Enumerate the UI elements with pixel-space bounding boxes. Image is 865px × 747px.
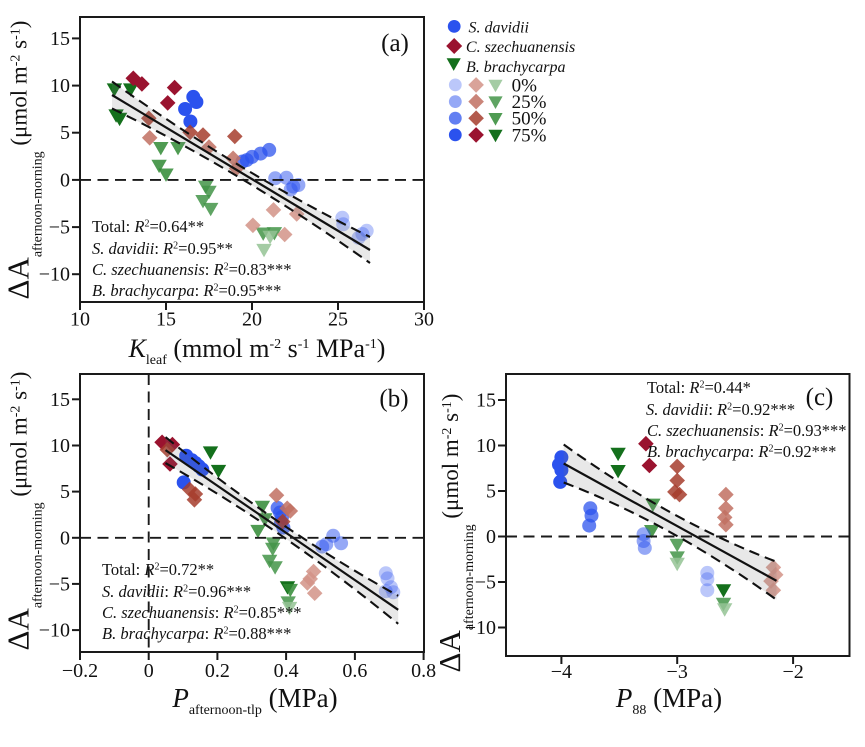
svg-text:0: 0 xyxy=(144,660,154,682)
svg-text:0: 0 xyxy=(486,526,496,548)
svg-text:25%: 25% xyxy=(512,92,547,113)
svg-text:50%: 50% xyxy=(512,109,547,130)
svg-text:75%: 75% xyxy=(512,125,547,146)
svg-text:S. davidii: R2=0.96***: S. davidii: R2=0.96*** xyxy=(102,582,251,601)
svg-text:0: 0 xyxy=(60,527,70,549)
svg-text:15: 15 xyxy=(50,389,70,411)
svg-text:−10: −10 xyxy=(465,617,496,639)
svg-text:S. davidii: R2=0.92***: S. davidii: R2=0.92*** xyxy=(646,400,795,419)
svg-text:−5: −5 xyxy=(475,572,496,594)
svg-text:15: 15 xyxy=(156,309,176,331)
svg-text:−2: −2 xyxy=(782,661,803,683)
svg-text:0.4: 0.4 xyxy=(274,660,299,682)
svg-text:−0.2: −0.2 xyxy=(62,660,98,682)
svg-text:(c): (c) xyxy=(806,384,834,411)
svg-text:10: 10 xyxy=(70,309,90,331)
svg-text:10: 10 xyxy=(50,75,70,97)
svg-text:B. brachycarpa: R2=0.95***: B. brachycarpa: R2=0.95*** xyxy=(92,281,281,300)
svg-text:Total: R2=0.64**: Total: R2=0.64** xyxy=(92,217,204,236)
svg-text:S. davidii: R2=0.95**: S. davidii: R2=0.95** xyxy=(92,239,233,258)
svg-text:15: 15 xyxy=(50,28,70,50)
svg-text:−5: −5 xyxy=(49,573,70,595)
svg-text:−10: −10 xyxy=(39,264,70,286)
svg-text:25: 25 xyxy=(328,309,348,331)
svg-text:Pafternoon-tlp (MPa): Pafternoon-tlp (MPa) xyxy=(171,683,337,718)
svg-text:Kleaf (mmol m-2 s-1 MPa-1): Kleaf (mmol m-2 s-1 MPa-1) xyxy=(128,334,386,368)
svg-text:C. szechuanensis: R2=0.85***: C. szechuanensis: R2=0.85*** xyxy=(102,603,302,622)
svg-text:0%: 0% xyxy=(512,75,537,96)
svg-text:Total: R2=0.72**: Total: R2=0.72** xyxy=(102,560,214,579)
svg-text:(b): (b) xyxy=(379,386,408,413)
svg-text:5: 5 xyxy=(60,122,70,144)
svg-text:S. davidii: S. davidii xyxy=(469,19,529,36)
svg-text:C. szechuanensis: C. szechuanensis xyxy=(466,39,575,56)
svg-text:0.6: 0.6 xyxy=(342,660,367,682)
svg-text:−3: −3 xyxy=(667,661,688,683)
svg-text:20: 20 xyxy=(242,309,262,331)
svg-text:C. szechuanensis: R2=0.93***: C. szechuanensis: R2=0.93*** xyxy=(647,421,847,440)
svg-text:5: 5 xyxy=(486,481,496,503)
svg-text:B. brachycarpa: R2=0.88***: B. brachycarpa: R2=0.88*** xyxy=(102,624,291,643)
svg-text:ΔAafternoon-morning (μmol m-2: ΔAafternoon-morning (μmol m-2 s-1) xyxy=(1,372,46,651)
svg-text:ΔAafternoon-morning (μmol m-2: ΔAafternoon-morning (μmol m-2 s-1) xyxy=(432,394,477,673)
svg-text:30: 30 xyxy=(414,309,434,331)
svg-text:−10: −10 xyxy=(39,620,70,642)
svg-text:0: 0 xyxy=(60,169,70,191)
svg-text:Total: R2=0.44*: Total: R2=0.44* xyxy=(647,378,751,397)
svg-text:ΔAafternoon-morning (μmol m-2: ΔAafternoon-morning (μmol m-2 s-1) xyxy=(1,21,46,300)
svg-text:P88 (MPa): P88 (MPa) xyxy=(615,683,722,718)
svg-text:C. szechuanensis: R2=0.83***: C. szechuanensis: R2=0.83*** xyxy=(92,260,292,279)
svg-text:10: 10 xyxy=(476,435,496,457)
svg-text:0.2: 0.2 xyxy=(205,660,230,682)
svg-text:B. brachycarpa: R2=0.92***: B. brachycarpa: R2=0.92*** xyxy=(647,442,836,461)
svg-text:−4: −4 xyxy=(551,661,572,683)
svg-text:B. brachycarpa: B. brachycarpa xyxy=(466,59,566,76)
svg-text:(a): (a) xyxy=(381,30,409,57)
svg-text:5: 5 xyxy=(60,481,70,503)
svg-text:15: 15 xyxy=(476,390,496,412)
svg-text:−5: −5 xyxy=(49,217,70,239)
svg-text:10: 10 xyxy=(50,435,70,457)
svg-text:0.8: 0.8 xyxy=(411,660,436,682)
